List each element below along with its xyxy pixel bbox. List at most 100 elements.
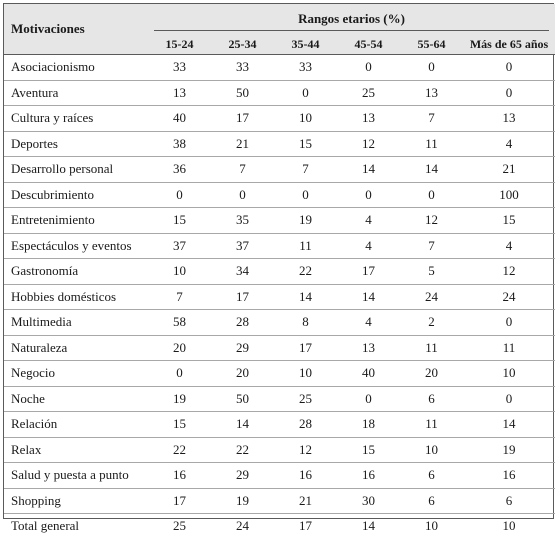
motivacion-label: Shopping <box>4 488 148 514</box>
percentage-cell: 0 <box>400 182 463 208</box>
percentage-cell: 18 <box>337 411 400 438</box>
percentage-cell: 6 <box>400 488 463 514</box>
percentage-cell: 0 <box>463 80 556 106</box>
table-row: Salud y puesta a punto 16 29 16 16 6 16 <box>4 462 556 489</box>
percentage-cell: 7 <box>400 233 463 259</box>
header-row-2: 15-24 25-34 35-44 45-54 55-64 Más de 65 … <box>4 34 556 55</box>
table-row: Aventura 13 50 0 25 13 0 <box>4 80 556 106</box>
percentage-cell: 38 <box>148 131 211 157</box>
percentage-cell: 15 <box>463 207 556 234</box>
percentage-cell: 34 <box>211 258 274 285</box>
percentage-cell: 11 <box>463 335 556 361</box>
age-column-header: 45-54 <box>337 34 400 55</box>
table-row: Desarrollo personal 36 7 7 14 14 21 <box>4 156 556 183</box>
table-row: Negocio 0 20 10 40 20 10 <box>4 360 556 387</box>
table-row: Relax 22 22 12 15 10 19 <box>4 437 556 463</box>
percentage-cell: 19 <box>148 386 211 412</box>
percentage-cell: 29 <box>211 335 274 361</box>
age-column-header: 35-44 <box>274 34 337 55</box>
percentage-cell: 6 <box>400 462 463 489</box>
percentage-cell: 28 <box>211 309 274 336</box>
motivacion-label: Espectáculos y eventos <box>4 233 148 259</box>
percentage-cell: 13 <box>337 335 400 361</box>
age-column-header: Más de 65 años <box>463 34 556 55</box>
percentage-cell: 4 <box>337 233 400 259</box>
percentage-cell: 40 <box>148 105 211 132</box>
percentage-cell: 12 <box>274 437 337 463</box>
percentage-cell: 16 <box>463 462 556 489</box>
percentage-cell: 0 <box>148 360 211 387</box>
motivaciones-column-header: Motivaciones <box>4 4 148 55</box>
percentage-cell: 30 <box>337 488 400 514</box>
percentage-cell: 7 <box>211 156 274 183</box>
percentage-cell: 4 <box>463 131 556 157</box>
percentage-cell: 25 <box>173 518 186 534</box>
percentage-cell: 0 <box>274 80 337 106</box>
header-row-1: Motivaciones Rangos etarios (%) <box>4 4 556 55</box>
table-row: Hobbies domésticos 7 17 14 14 24 24 <box>4 284 556 310</box>
percentage-cell: 7 <box>148 284 211 310</box>
motivacion-label: Cultura y raíces <box>4 105 148 132</box>
motivacion-label: Desarrollo personal <box>4 156 148 183</box>
percentage-cell: 20 <box>211 360 274 387</box>
percentage-cell: 20 <box>148 335 211 361</box>
table-row: Total general 25 24 17 14 10 10 <box>4 514 555 539</box>
percentage-cell: 17 <box>299 518 312 534</box>
table-row: Descubrimiento 0 0 0 0 0 100 <box>4 182 556 208</box>
percentage-cell: 16 <box>274 462 337 489</box>
table-row: Shopping 17 19 21 30 6 6 <box>4 488 556 514</box>
percentage-cell: 14 <box>211 411 274 438</box>
percentage-cell: 13 <box>337 105 400 132</box>
percentage-cell: 12 <box>400 207 463 234</box>
percentage-cell: 15 <box>148 207 211 234</box>
table-row: Multimedia 58 28 8 4 2 0 <box>4 309 556 336</box>
percentage-cell: 12 <box>337 131 400 157</box>
motivacion-label: Gastronomía <box>4 258 148 285</box>
motivacion-label: Naturaleza <box>4 335 148 361</box>
percentage-cell: 11 <box>400 411 463 438</box>
percentage-cell: 10 <box>502 518 516 534</box>
table-row: Deportes 38 21 15 12 11 4 <box>4 131 556 157</box>
table-row: Noche 19 50 25 0 6 0 <box>4 386 556 412</box>
percentage-cell: 17 <box>211 105 274 132</box>
table-row: Naturaleza 20 29 17 13 11 11 <box>4 335 556 361</box>
percentage-cell: 21 <box>463 156 556 183</box>
percentage-cell: 0 <box>337 54 400 81</box>
table-row: Asociacionismo 33 33 33 0 0 0 <box>4 54 556 81</box>
percentage-cell: 14 <box>337 156 400 183</box>
motivacion-label: Salud y puesta a punto <box>4 462 148 489</box>
percentage-cell: 0 <box>463 54 556 81</box>
percentage-cell: 17 <box>148 488 211 514</box>
percentage-cell: 11 <box>274 233 337 259</box>
percentage-cell: 6 <box>400 386 463 412</box>
motivacion-label: Relax <box>4 437 148 463</box>
percentage-cell: 100 <box>463 182 556 208</box>
percentage-cell: 16 <box>148 462 211 489</box>
percentage-cell: 15 <box>337 437 400 463</box>
percentage-cell: 37 <box>211 233 274 259</box>
percentage-cell: 0 <box>400 54 463 81</box>
percentage-cell: 0 <box>463 386 556 412</box>
percentage-cell: 4 <box>337 207 400 234</box>
age-column-header: 55-64 <box>400 34 463 55</box>
motivacion-label: Total general <box>11 518 80 534</box>
percentage-cell: 21 <box>211 131 274 157</box>
percentage-cell: 0 <box>337 182 400 208</box>
motivaciones-table: Motivaciones Rangos etarios (%) 15-24 25… <box>4 4 556 539</box>
motivacion-label: Aventura <box>4 80 148 106</box>
percentage-cell: 15 <box>148 411 211 438</box>
percentage-cell: 21 <box>274 488 337 514</box>
percentage-cell: 0 <box>463 309 556 336</box>
table-row: Relación 15 14 28 18 11 14 <box>4 411 556 438</box>
percentage-cell: 14 <box>400 156 463 183</box>
age-range-group-header: Rangos etarios (%) <box>148 4 556 34</box>
percentage-cell: 33 <box>148 54 211 81</box>
percentage-cell: 17 <box>274 335 337 361</box>
percentage-cell: 24 <box>463 284 556 310</box>
percentage-cell: 10 <box>274 360 337 387</box>
age-column-header: 15-24 <box>148 34 211 55</box>
percentage-cell: 10 <box>274 105 337 132</box>
percentage-cell: 13 <box>463 105 556 132</box>
percentage-cell: 25 <box>337 80 400 106</box>
percentage-cell: 58 <box>148 309 211 336</box>
